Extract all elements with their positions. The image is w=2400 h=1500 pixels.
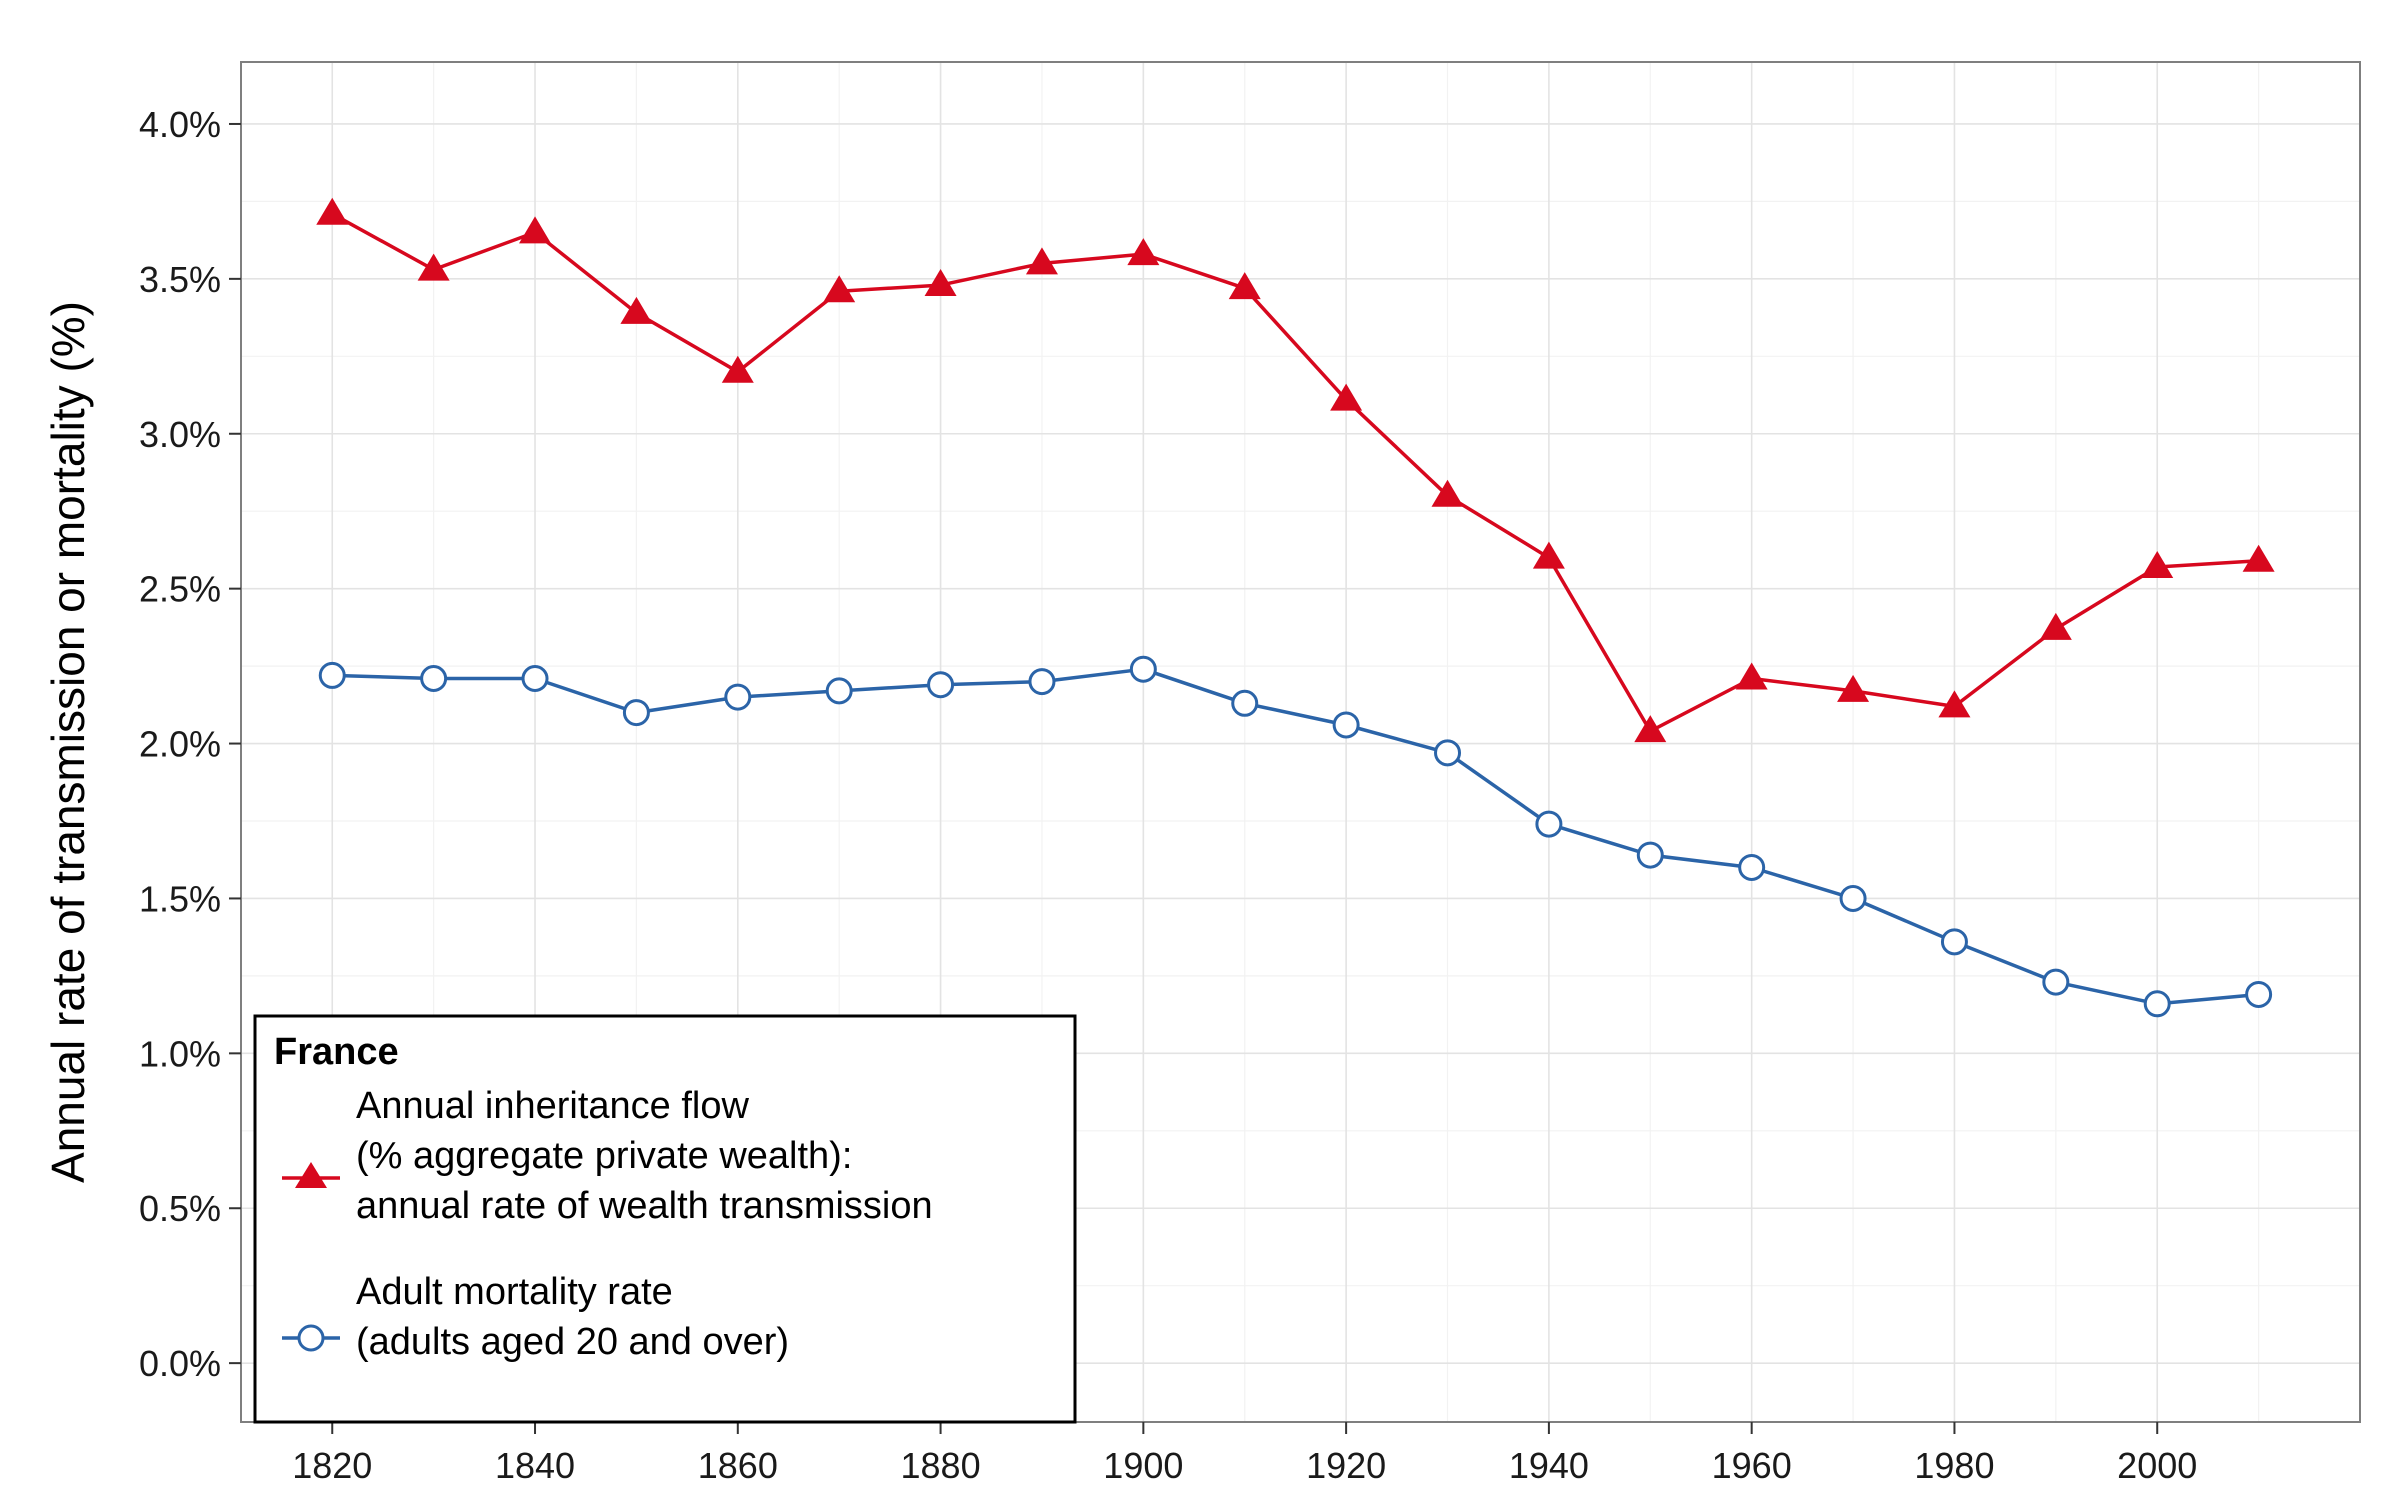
series-2 bbox=[318, 655, 2273, 1018]
data-point-triangle bbox=[924, 269, 957, 297]
x-tick-label: 2000 bbox=[2117, 1445, 2197, 1486]
series-line bbox=[332, 667, 2259, 1006]
data-point-triangle bbox=[2242, 544, 2275, 572]
data-point-triangle bbox=[417, 253, 450, 281]
series-line bbox=[331, 212, 2259, 733]
legend-label-mortality-1: Adult mortality rate bbox=[356, 1271, 673, 1313]
x-tick-label: 1820 bbox=[292, 1445, 372, 1486]
x-tick-label: 1960 bbox=[1712, 1445, 1792, 1486]
data-point-triangle bbox=[1634, 715, 1667, 743]
axis-ticks: 0.0% 0.5% 1.0% 1.5% 2.0% 2.5% 3.0% 3.5% 4.0% 1820… bbox=[139, 104, 2197, 1486]
data-point-triangle bbox=[1431, 479, 1464, 507]
y-tick-label: 2.0% bbox=[139, 724, 221, 765]
legend-label-inheritance-2: (% aggregate private wealth): bbox=[356, 1135, 852, 1177]
data-point-circle bbox=[1434, 739, 1462, 767]
data-point-circle bbox=[318, 661, 346, 689]
plot-panel-border bbox=[240, 61, 2361, 1423]
data-point-triangle bbox=[1532, 541, 1565, 569]
legend-key-inheritance bbox=[282, 1162, 340, 1188]
x-tick-label: 1940 bbox=[1509, 1445, 1589, 1486]
data-point-circle bbox=[622, 699, 650, 727]
x-tick-label: 1880 bbox=[901, 1445, 981, 1486]
legend-title: France bbox=[274, 1031, 399, 1073]
data-point-circle bbox=[1535, 810, 1563, 838]
data-point-triangle bbox=[1127, 238, 1160, 266]
x-tick-label: 1860 bbox=[698, 1445, 778, 1486]
y-tick-label: 1.5% bbox=[139, 878, 221, 919]
data-point-circle bbox=[1332, 711, 1360, 739]
data-point-circle bbox=[1636, 841, 1664, 869]
data-point-triangle bbox=[1330, 383, 1363, 411]
data-point-triangle bbox=[620, 296, 653, 324]
x-tick-label: 1920 bbox=[1306, 1445, 1386, 1486]
y-tick-label: 0.0% bbox=[139, 1343, 221, 1384]
data-point-circle bbox=[2245, 980, 2273, 1008]
data-point-circle bbox=[1028, 668, 1056, 696]
legend-label-inheritance-1: Annual inheritance flow bbox=[356, 1085, 749, 1127]
data-point-circle bbox=[420, 664, 448, 692]
x-tick-label: 1900 bbox=[1103, 1445, 1183, 1486]
data-point-circle bbox=[927, 671, 955, 699]
data-point-triangle bbox=[1228, 272, 1261, 300]
triangle-marker-icon bbox=[295, 1162, 327, 1188]
legend-label-mortality-2: (adults aged 20 and over) bbox=[356, 1321, 789, 1363]
series-layer bbox=[316, 197, 2275, 1018]
data-point-circle bbox=[1738, 853, 1766, 881]
series-1 bbox=[316, 197, 2275, 743]
data-point-circle bbox=[724, 683, 752, 711]
y-tick-label: 3.5% bbox=[139, 259, 221, 300]
legend-box bbox=[253, 1014, 1077, 1424]
data-point-triangle bbox=[316, 197, 349, 225]
data-point-circle bbox=[1231, 689, 1259, 717]
data-point-circle bbox=[2143, 990, 2171, 1018]
data-point-circle bbox=[2042, 968, 2070, 996]
y-tick-label: 3.0% bbox=[139, 414, 221, 455]
data-point-circle bbox=[1839, 884, 1867, 912]
open-circle-marker-icon bbox=[297, 1324, 325, 1352]
data-point-triangle bbox=[721, 355, 754, 383]
data-point-circle bbox=[825, 677, 853, 705]
data-point-circle bbox=[1940, 928, 1968, 956]
data-point-triangle bbox=[1938, 690, 1971, 718]
x-tick-label: 1840 bbox=[495, 1445, 575, 1486]
legend-label-inheritance-3: annual rate of wealth transmission bbox=[356, 1185, 933, 1227]
data-point-circle bbox=[1129, 655, 1157, 683]
data-point-triangle bbox=[823, 275, 856, 303]
data-point-triangle bbox=[2039, 612, 2072, 640]
data-point-triangle bbox=[1735, 662, 1768, 690]
legend-key-mortality bbox=[282, 1324, 340, 1352]
y-tick-label: 0.5% bbox=[139, 1188, 221, 1229]
data-point-circle bbox=[521, 664, 549, 692]
data-point-triangle bbox=[1025, 247, 1058, 275]
data-point-triangle bbox=[1837, 674, 1870, 702]
y-tick-label: 2.5% bbox=[139, 569, 221, 610]
y-tick-label: 4.0% bbox=[139, 104, 221, 145]
y-tick-label: 1.0% bbox=[139, 1033, 221, 1074]
data-point-triangle bbox=[519, 216, 552, 244]
data-point-triangle bbox=[2141, 550, 2174, 578]
x-tick-label: 1980 bbox=[1914, 1445, 1994, 1486]
y-axis-title: Annual rate of transmission or mortality… bbox=[42, 301, 94, 1183]
legend: France Annual inheritance flow (% aggreg… bbox=[253, 1014, 1077, 1424]
